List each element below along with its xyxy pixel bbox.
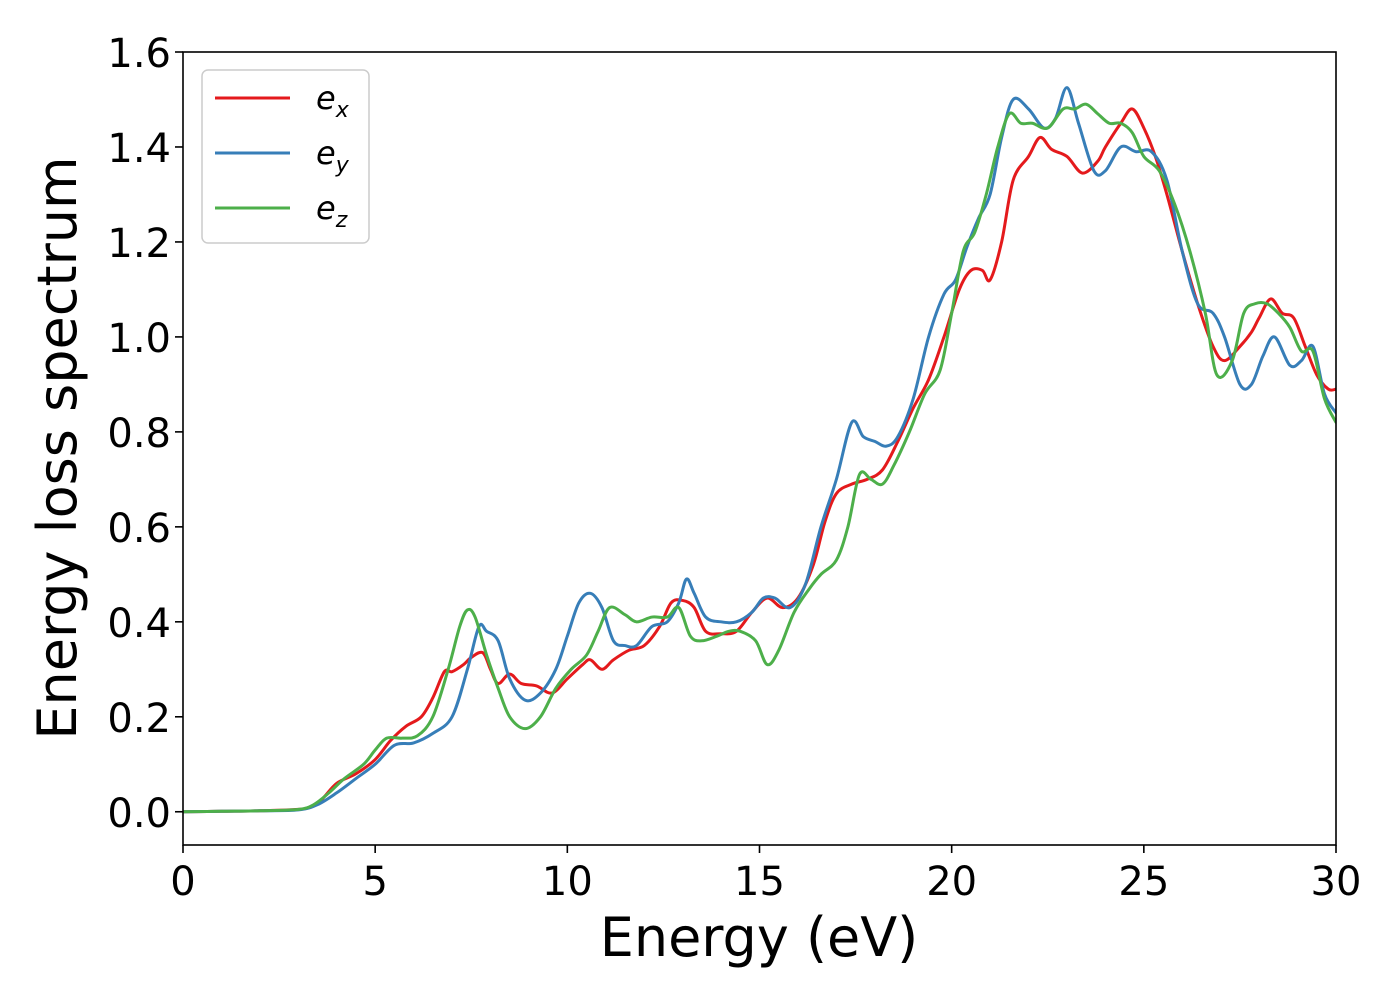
x-tick-label: 0 <box>170 859 195 905</box>
x-tick-label: 10 <box>542 859 593 905</box>
legend: ex ey ez <box>201 69 370 244</box>
x-tick-label: 15 <box>734 859 785 905</box>
x-tick-label: 25 <box>1118 859 1169 905</box>
y-axis-ticks: 0.0 0.2 0.4 0.6 0.8 1.0 1.2 1.4 1.6 <box>107 31 183 837</box>
series-line-z <box>183 102 1336 814</box>
y-axis-title: Energy loss spectrum <box>26 156 89 739</box>
y-tick-label: 0.0 <box>107 791 171 837</box>
y-tick-label: 0.8 <box>107 411 171 457</box>
x-tick-label: 30 <box>1311 859 1362 905</box>
series-line-y <box>183 86 1336 814</box>
legend-label-y: ey <box>316 134 350 178</box>
series-lines <box>183 86 1336 814</box>
y-tick-label: 1.4 <box>107 126 171 172</box>
x-axis-title: Energy (eV) <box>600 906 919 969</box>
legend-box <box>201 69 370 244</box>
x-axis-ticks: 0 5 10 15 20 25 30 <box>170 845 1361 905</box>
legend-label-x: ex <box>316 79 350 123</box>
y-tick-label: 1.2 <box>107 221 171 267</box>
y-tick-label: 0.6 <box>107 506 171 552</box>
y-tick-label: 0.2 <box>107 696 171 742</box>
x-tick-label: 20 <box>926 859 977 905</box>
legend-entries: ex ey ez <box>215 79 350 233</box>
x-tick-label: 5 <box>362 859 387 905</box>
y-tick-label: 0.4 <box>107 601 171 647</box>
y-tick-label: 1.6 <box>107 31 171 77</box>
y-tick-label: 1.0 <box>107 316 171 362</box>
legend-label-z: ez <box>316 189 348 233</box>
